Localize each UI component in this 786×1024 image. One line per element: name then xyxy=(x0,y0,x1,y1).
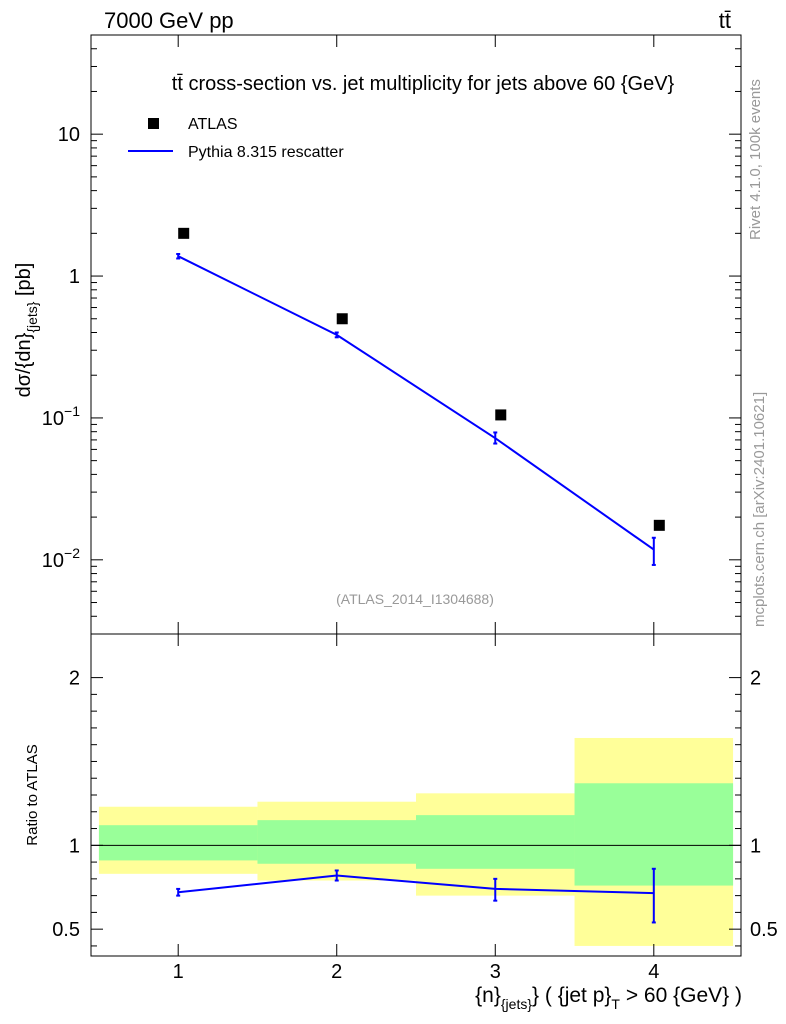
ratio-band-inner xyxy=(416,815,575,869)
ratio-y-tick-label-left: 2 xyxy=(69,668,80,690)
main-y-tick-label: 10−1 xyxy=(42,403,80,430)
y-label-main: dσ/{dn} xyxy=(13,332,35,397)
ratio-axis-ticks xyxy=(91,634,741,956)
ratio-data-marks xyxy=(176,867,656,924)
legend-pythia-label: Pythia 8.315 rescatter xyxy=(188,144,344,161)
x-label-sub-b: T xyxy=(611,996,620,1012)
x-tick-label: 2 xyxy=(331,961,342,983)
atlas-data-point xyxy=(178,227,190,239)
atlas-data-point xyxy=(336,313,348,325)
y-label-tail: [pb] xyxy=(13,263,35,302)
x-tick-label: 3 xyxy=(490,961,501,983)
ratio-y-tick-labels: 0.5 0.5 1 1 2 2 xyxy=(52,668,778,942)
main-y-tick-label: 1 xyxy=(69,266,80,288)
ratio-y-axis-label: Ratio to ATLAS xyxy=(24,744,41,845)
ratio-plot-panel: 0.5 0.5 1 1 2 2 Ratio to ATLAS 1 2 3 4 {n}{jets}… xyxy=(24,633,778,1012)
pythia-line xyxy=(177,255,655,551)
legend-atlas-marker xyxy=(148,118,159,129)
main-axis-ticks xyxy=(91,34,741,635)
main-y-tick-label: 10 xyxy=(58,124,80,146)
ratio-pythia-line xyxy=(178,874,654,895)
ratio-band-inner xyxy=(257,820,416,864)
ratio-y-tick-label-left: 1 xyxy=(69,835,80,857)
x-tick-labels: 1 2 3 4 xyxy=(173,961,660,983)
x-label-part-b: } ( {jet p} xyxy=(532,984,611,1007)
mcplots-reference-label: mcplots.cern.ch [arXiv:2401.10621] xyxy=(751,392,768,627)
x-label-part-a: {n} xyxy=(475,984,501,1007)
ratio-uncertainty-bands xyxy=(98,737,734,946)
rivet-version-label: Rivet 4.1.0, 100k events xyxy=(747,79,764,240)
ratio-y-tick-label-right: 0.5 xyxy=(750,919,778,941)
main-y-axis-label: dσ/{dn}{jets} [pb] xyxy=(13,263,40,398)
y-tick-exponent: −2 xyxy=(64,545,80,561)
analysis-id-label: (ATLAS_2014_I1304688) xyxy=(336,591,494,607)
main-y-tick-label: 10−2 xyxy=(42,545,80,572)
header-process-label: tt̄ xyxy=(719,8,731,33)
x-label-sub-a: {jets} xyxy=(501,996,532,1012)
legend: ATLAS Pythia 8.315 rescatter xyxy=(128,116,344,161)
ratio-band-inner xyxy=(98,825,258,861)
plot-title: tt̄ cross-section vs. jet multiplicity f… xyxy=(172,73,675,95)
main-data-marks xyxy=(176,227,665,566)
x-axis-label: {n}{jets}} ( {jet p}T > 60 {GeV} ) xyxy=(475,984,742,1012)
x-label-part-c: > 60 {GeV} ) xyxy=(620,984,742,1007)
x-tick-label: 1 xyxy=(173,961,184,983)
atlas-data-point xyxy=(495,409,507,421)
legend-atlas-label: ATLAS xyxy=(188,116,238,133)
ratio-y-tick-label-left: 0.5 xyxy=(52,919,80,941)
atlas-data-point xyxy=(653,519,665,531)
y-tick-base: 10 xyxy=(42,408,64,430)
ratio-y-tick-label-right: 1 xyxy=(750,835,761,857)
y-tick-exponent: −1 xyxy=(64,403,80,419)
ratio-y-tick-label-right: 2 xyxy=(750,668,761,690)
header-energy-label: 7000 GeV pp xyxy=(104,8,234,33)
y-label-subscript: {jets} xyxy=(24,301,40,332)
x-tick-label: 4 xyxy=(648,961,659,983)
y-tick-base: 10 xyxy=(42,550,64,572)
